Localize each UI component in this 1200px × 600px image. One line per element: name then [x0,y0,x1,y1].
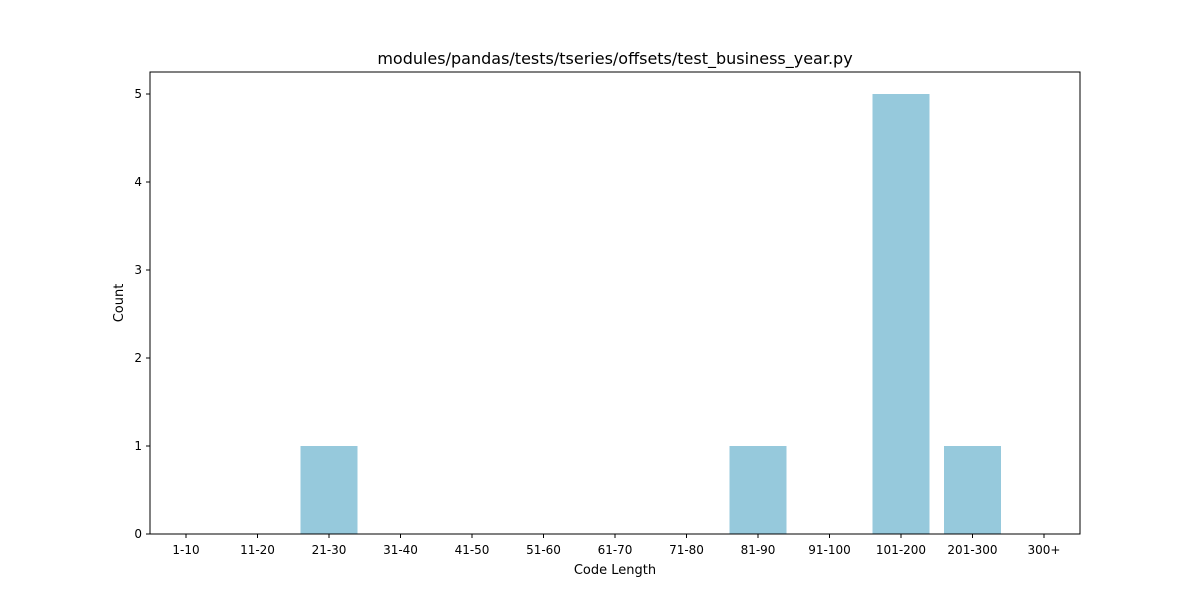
x-tick-label: 11-20 [240,543,275,557]
y-tick-label: 4 [134,175,142,189]
y-tick-label: 5 [134,87,142,101]
x-tick-label: 91-100 [808,543,851,557]
x-tick-label: 81-90 [741,543,776,557]
y-tick-label: 2 [134,351,142,365]
x-tick-label: 61-70 [598,543,633,557]
x-tick-label: 71-80 [669,543,704,557]
y-axis-label: Count [112,284,127,323]
x-tick-label: 41-50 [455,543,490,557]
x-tick-label: 21-30 [312,543,347,557]
y-tick-label: 0 [134,527,142,541]
bar-101-200 [872,94,930,534]
y-axis-ticks: 0 1 2 3 4 5 [134,87,150,541]
x-axis-ticks: 1-10 11-20 21-30 31-40 41-50 51-60 61-70 71-80 8… [172,534,1060,557]
y-tick-label: 3 [134,263,142,277]
x-tick-label: 31-40 [383,543,418,557]
x-axis-label: Code Length [574,563,656,578]
chart-title: modules/pandas/tests/tseries/offsets/tes… [377,49,852,69]
bar-201-300 [944,446,1001,534]
y-tick-label: 1 [134,439,142,453]
x-tick-label: 101-200 [876,543,926,557]
x-tick-label: 201-300 [947,543,997,557]
bar-81-90 [729,446,787,534]
x-tick-label: 300+ [1028,543,1061,557]
plot-frame [149,71,1081,535]
bar-21-30 [300,446,358,534]
x-tick-label: 1-10 [172,543,199,557]
bars-group [300,94,1001,534]
x-tick-label: 51-60 [526,543,561,557]
